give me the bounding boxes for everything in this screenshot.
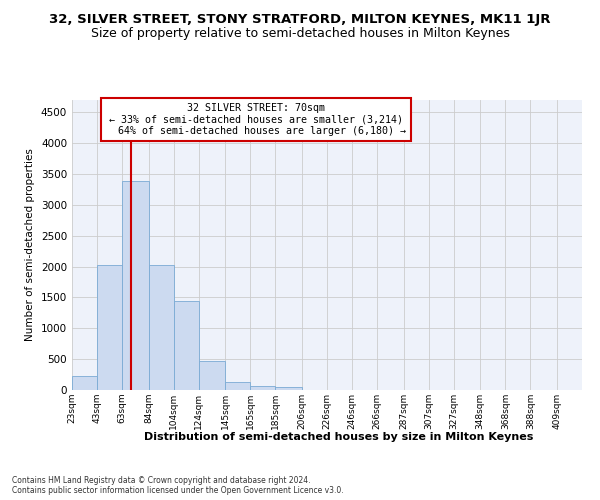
Text: 32 SILVER STREET: 70sqm
← 33% of semi-detached houses are smaller (3,214)
  64% : 32 SILVER STREET: 70sqm ← 33% of semi-de… bbox=[106, 103, 406, 136]
Bar bbox=[149, 266, 174, 390]
Bar bbox=[97, 266, 122, 390]
Bar bbox=[199, 361, 225, 390]
Bar bbox=[250, 386, 275, 390]
Bar bbox=[122, 182, 149, 390]
Bar bbox=[225, 382, 250, 390]
Text: Size of property relative to semi-detached houses in Milton Keynes: Size of property relative to semi-detach… bbox=[91, 28, 509, 40]
Bar bbox=[72, 376, 97, 390]
Bar bbox=[275, 386, 302, 390]
Bar bbox=[174, 300, 199, 390]
Y-axis label: Number of semi-detached properties: Number of semi-detached properties bbox=[25, 148, 35, 342]
Text: Contains HM Land Registry data © Crown copyright and database right 2024.
Contai: Contains HM Land Registry data © Crown c… bbox=[12, 476, 344, 495]
Text: 32, SILVER STREET, STONY STRATFORD, MILTON KEYNES, MK11 1JR: 32, SILVER STREET, STONY STRATFORD, MILT… bbox=[49, 12, 551, 26]
Text: Distribution of semi-detached houses by size in Milton Keynes: Distribution of semi-detached houses by … bbox=[145, 432, 533, 442]
